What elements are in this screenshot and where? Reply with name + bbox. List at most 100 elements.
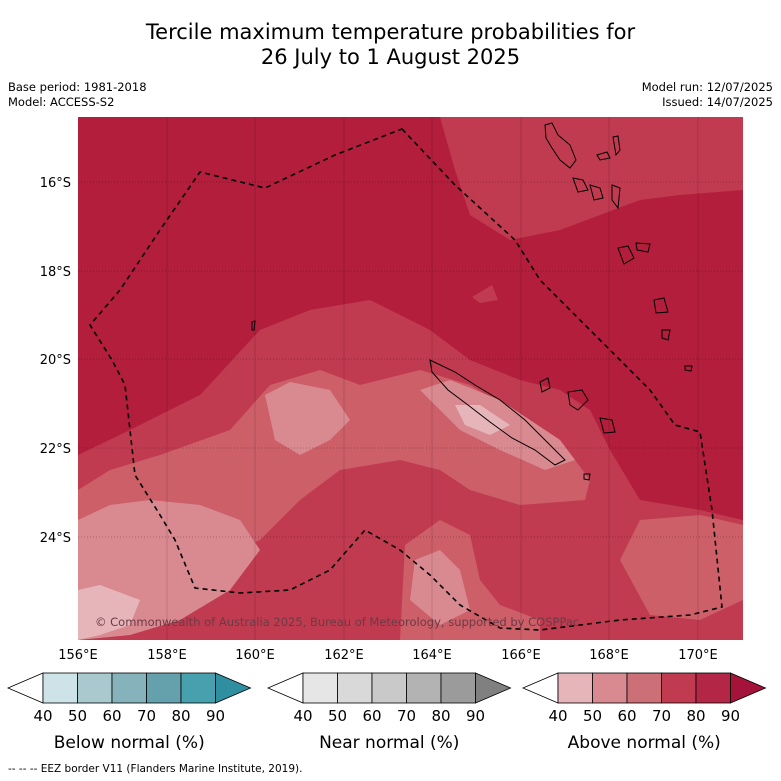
colorbar-tick-label: 90 <box>466 707 485 725</box>
lat-label: 18°S <box>40 265 71 280</box>
colorbar-right-arrow <box>730 672 767 704</box>
colorbar-tick-label: 50 <box>68 707 87 725</box>
copyright-text: © Commonwealth of Australia 2025, Bureau… <box>95 615 579 629</box>
colorbar-tick-label: 60 <box>102 707 121 725</box>
colorbar-segment <box>302 672 338 704</box>
island-vanuatu-8 <box>635 242 651 253</box>
lon-label: 166°E <box>501 648 541 663</box>
lon-label: 162°E <box>324 648 364 663</box>
region-above-50-center <box>265 382 350 455</box>
colorbar-segment <box>42 672 78 704</box>
colorbar-segment <box>695 672 731 704</box>
colorbar-segment <box>626 672 662 704</box>
colorbar-tick-label: 70 <box>652 707 671 725</box>
region-above-40 <box>78 585 140 640</box>
colorbar-segment <box>661 672 697 704</box>
region-above-70-ne <box>440 117 743 240</box>
island-vanuatu-7 <box>617 245 635 265</box>
island-loyalty-1 <box>539 377 551 393</box>
colorbar-segment <box>146 672 182 704</box>
colorbar-tick-label: 40 <box>33 707 52 725</box>
colorbar-right-arrow <box>475 672 512 704</box>
island-loyalty-2 <box>567 389 589 411</box>
meta-right: Model run: 12/07/2025 Issued: 14/07/2025 <box>642 80 773 110</box>
colorbar-segment <box>111 672 147 704</box>
lon-label: 168°E <box>589 648 629 663</box>
meta-left: Base period: 1981-2018 Model: ACCESS-S2 <box>8 80 147 110</box>
colorbar-tick-label: 50 <box>583 707 602 725</box>
colorbar-tick-label: 90 <box>721 707 740 725</box>
island-vanuatu-4 <box>572 177 589 193</box>
colorbar-left-arrow <box>266 672 304 704</box>
region-above-60-se <box>620 515 743 620</box>
eez-border <box>89 128 723 631</box>
lat-label: 20°S <box>40 353 71 368</box>
colorbar-segment <box>557 672 593 704</box>
issued-date: Issued: 14/07/2025 <box>662 95 773 109</box>
colorbar-tick-label: 60 <box>362 707 381 725</box>
title-line-1: Tercile maximum temperature probabilitie… <box>145 20 636 44</box>
lon-label: 156°E <box>58 648 98 663</box>
colorbar-1: 40 50 60 70 80 90 Near normal (%) <box>266 672 512 753</box>
colorbar-tick-label: 90 <box>206 707 225 725</box>
model-run: Model run: 12/07/2025 <box>641 80 773 94</box>
region-above-50-south <box>410 550 470 625</box>
colorbar-tick-label: 70 <box>397 707 416 725</box>
island-isle-of-pines <box>583 473 591 481</box>
model-name: Model: ACCESS-S2 <box>8 95 115 109</box>
lat-label: 22°S <box>40 442 71 457</box>
colorbar-segment <box>592 672 628 704</box>
colorbar-segment <box>406 672 442 704</box>
island-vanuatu-3 <box>612 135 621 157</box>
eez-footer-note: -- -- -- EEZ border V11 (Flanders Marine… <box>8 763 303 775</box>
island-vanuatu-1 <box>544 122 577 169</box>
colorbar-left-arrow <box>521 672 559 704</box>
island-vanuatu-9 <box>653 297 669 314</box>
colorbar-tick-label: 80 <box>171 707 190 725</box>
colorbar-tick-label: 70 <box>137 707 156 725</box>
region-above-70-patch <box>472 285 498 303</box>
colorbar-segment <box>440 672 476 704</box>
island-vanuatu-5 <box>589 184 604 201</box>
lon-label: 160°E <box>235 648 275 663</box>
colorbar-tick-label: 80 <box>431 707 450 725</box>
colorbar-segment <box>77 672 113 704</box>
longitude-labels: 156°E 158°E 160°E 162°E 164°E 166°E 168°… <box>58 648 718 663</box>
colorbar-label: Below normal (%) <box>54 733 205 753</box>
colorbar-left-arrow <box>6 672 44 704</box>
colorbar-segment <box>180 672 216 704</box>
island-vanuatu-6 <box>611 184 621 210</box>
map-plot-area: © Commonwealth of Australia 2025, Bureau… <box>78 117 743 640</box>
island-loyalty-3 <box>599 417 616 434</box>
lon-label: 170°E <box>678 648 718 663</box>
colorbar-tick-label: 80 <box>686 707 705 725</box>
colorbar-segment <box>337 672 373 704</box>
colorbar-tick-label: 40 <box>293 707 312 725</box>
island-small-1 <box>684 365 693 372</box>
island-vanuatu-10 <box>661 329 671 341</box>
map-title: Tercile maximum temperature probabilitie… <box>0 20 781 70</box>
region-above-40-nc <box>455 405 510 435</box>
gridlines <box>78 117 743 640</box>
lon-label: 158°E <box>147 648 187 663</box>
island-vanuatu-2 <box>596 151 611 161</box>
colorbar-tick-label: 50 <box>328 707 347 725</box>
lat-label: 24°S <box>40 531 71 546</box>
lat-label: 16°S <box>40 176 71 191</box>
islands <box>251 122 693 481</box>
latitude-labels: 16°S 18°S 20°S 22°S 24°S <box>40 176 71 546</box>
colorbar-segment <box>371 672 407 704</box>
island-new-caledonia <box>429 359 566 466</box>
colorbar-label: Above normal (%) <box>568 733 721 753</box>
colorbar-label: Near normal (%) <box>319 733 459 753</box>
colorbar-right-arrow <box>215 672 252 704</box>
title-line-2: 26 July to 1 August 2025 <box>260 45 521 69</box>
colorbar-tick-label: 40 <box>548 707 567 725</box>
lon-label: 164°E <box>412 648 452 663</box>
island-small-2 <box>251 320 256 331</box>
colorbar-tick-label: 60 <box>617 707 636 725</box>
